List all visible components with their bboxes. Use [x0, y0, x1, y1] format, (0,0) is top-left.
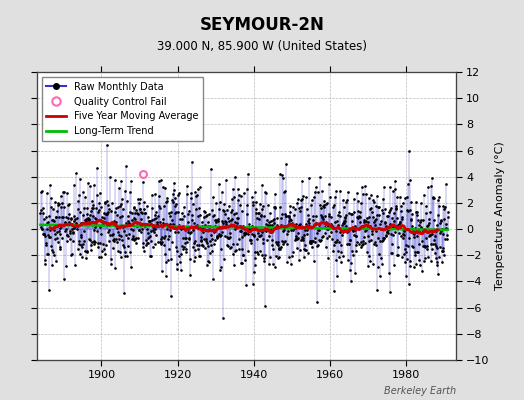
Legend: Raw Monthly Data, Quality Control Fail, Five Year Moving Average, Long-Term Tren: Raw Monthly Data, Quality Control Fail, … — [41, 77, 203, 141]
Text: SEYMOUR-2N: SEYMOUR-2N — [200, 16, 324, 34]
Text: 39.000 N, 85.900 W (United States): 39.000 N, 85.900 W (United States) — [157, 40, 367, 53]
Text: Berkeley Earth: Berkeley Earth — [384, 386, 456, 396]
Y-axis label: Temperature Anomaly (°C): Temperature Anomaly (°C) — [495, 142, 505, 290]
